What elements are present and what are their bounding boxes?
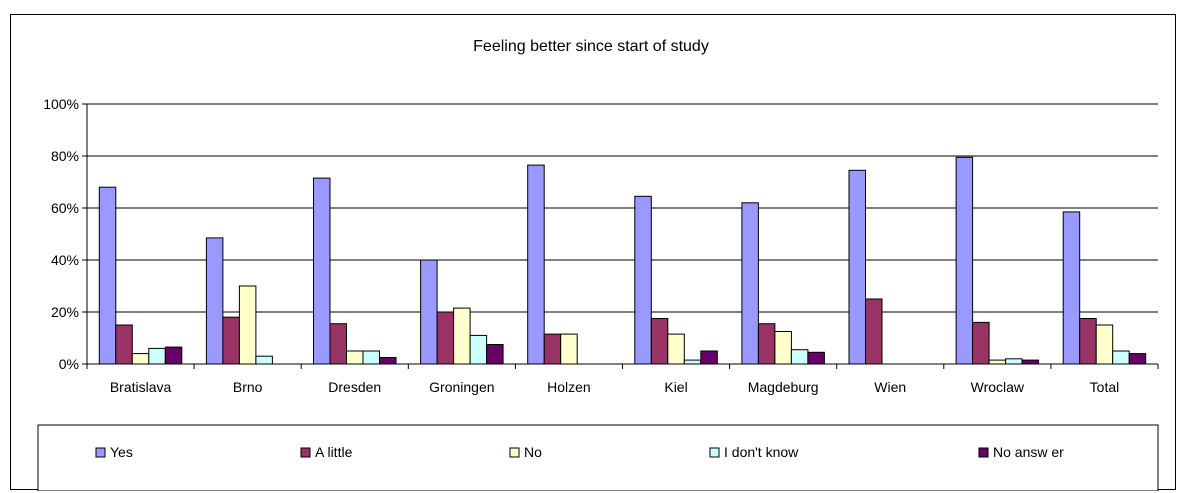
bar (790, 349, 809, 365)
bar (205, 237, 224, 365)
bar (757, 323, 776, 365)
x-tick-label: Bratislava (110, 379, 172, 395)
bar (543, 333, 562, 365)
bar (115, 324, 133, 365)
legend-swatch (709, 447, 720, 458)
x-tick-label: Wroclaw (971, 379, 1025, 395)
y-tick-label: 60% (51, 200, 79, 216)
axes: 0% 20% 40% 60% 80% 100% Bratislava Brno Dresden G… (43, 96, 1159, 395)
legend-label: Yes (110, 444, 133, 460)
bar (379, 357, 397, 365)
bar (222, 316, 240, 365)
bar (634, 195, 652, 365)
bar (164, 346, 183, 365)
bar (650, 318, 669, 365)
bar (988, 359, 1007, 365)
x-tick-label: Brno (233, 379, 263, 395)
bar (131, 353, 150, 365)
legend-swatch (509, 447, 520, 458)
bar (1128, 353, 1147, 365)
legend-swatch (95, 447, 106, 458)
legend-box (37, 424, 1159, 491)
legend: Yes A little No I don't know No answ er (37, 424, 1159, 491)
y-tick-label: 80% (51, 148, 79, 164)
x-tick-label: Groningen (429, 379, 494, 395)
x-tick-label: Kiel (664, 379, 687, 395)
legend-label: No answ er (993, 444, 1064, 460)
bar (98, 186, 117, 365)
y-tick-label: 20% (51, 304, 79, 320)
y-tick-label: 100% (43, 96, 79, 112)
x-tick-label: Magdeburg (748, 379, 819, 395)
bar (683, 359, 702, 365)
bar (1062, 211, 1081, 365)
legend-label: A little (315, 444, 353, 460)
bar (453, 307, 471, 365)
bars (98, 156, 1147, 365)
bar (527, 164, 545, 365)
bar-chart: Feeling better since start of study 0% 20… (37, 38, 1159, 491)
x-tick-label: Dresden (328, 379, 381, 395)
bar (469, 334, 488, 365)
bar (1112, 350, 1130, 365)
bar (313, 177, 331, 365)
x-tick-label: Holzen (547, 379, 591, 395)
bar (1079, 318, 1097, 365)
legend-label: I don't know (724, 444, 799, 460)
bar (807, 351, 825, 365)
bar (362, 350, 380, 365)
bar (238, 285, 257, 365)
bar (420, 259, 438, 365)
bar (848, 169, 866, 365)
bar (148, 347, 166, 365)
legend-swatch (300, 447, 311, 458)
bar (436, 311, 455, 365)
bar (667, 333, 685, 365)
bar (346, 350, 364, 365)
chart-title: Feeling better since start of study (473, 38, 709, 55)
bar (700, 350, 718, 365)
legend-swatch (978, 447, 989, 458)
bar (1021, 359, 1040, 365)
bar (741, 202, 759, 365)
y-tick-label: 40% (51, 252, 79, 268)
bar (560, 333, 578, 365)
chart-container: Feeling better since start of study 0% 20… (10, 14, 1176, 491)
bar (255, 355, 273, 365)
bar (329, 323, 347, 365)
legend-label: No (524, 444, 542, 460)
y-tick-label: 0% (59, 356, 79, 372)
x-tick-label: Wien (874, 379, 906, 395)
bar (1005, 358, 1023, 365)
x-tick-label: Total (1090, 379, 1120, 395)
gridlines (87, 103, 1158, 313)
bar (774, 331, 792, 365)
bar (955, 156, 974, 365)
bar (1095, 324, 1114, 365)
bar (486, 344, 504, 365)
bar (865, 298, 883, 365)
bar (972, 321, 990, 365)
